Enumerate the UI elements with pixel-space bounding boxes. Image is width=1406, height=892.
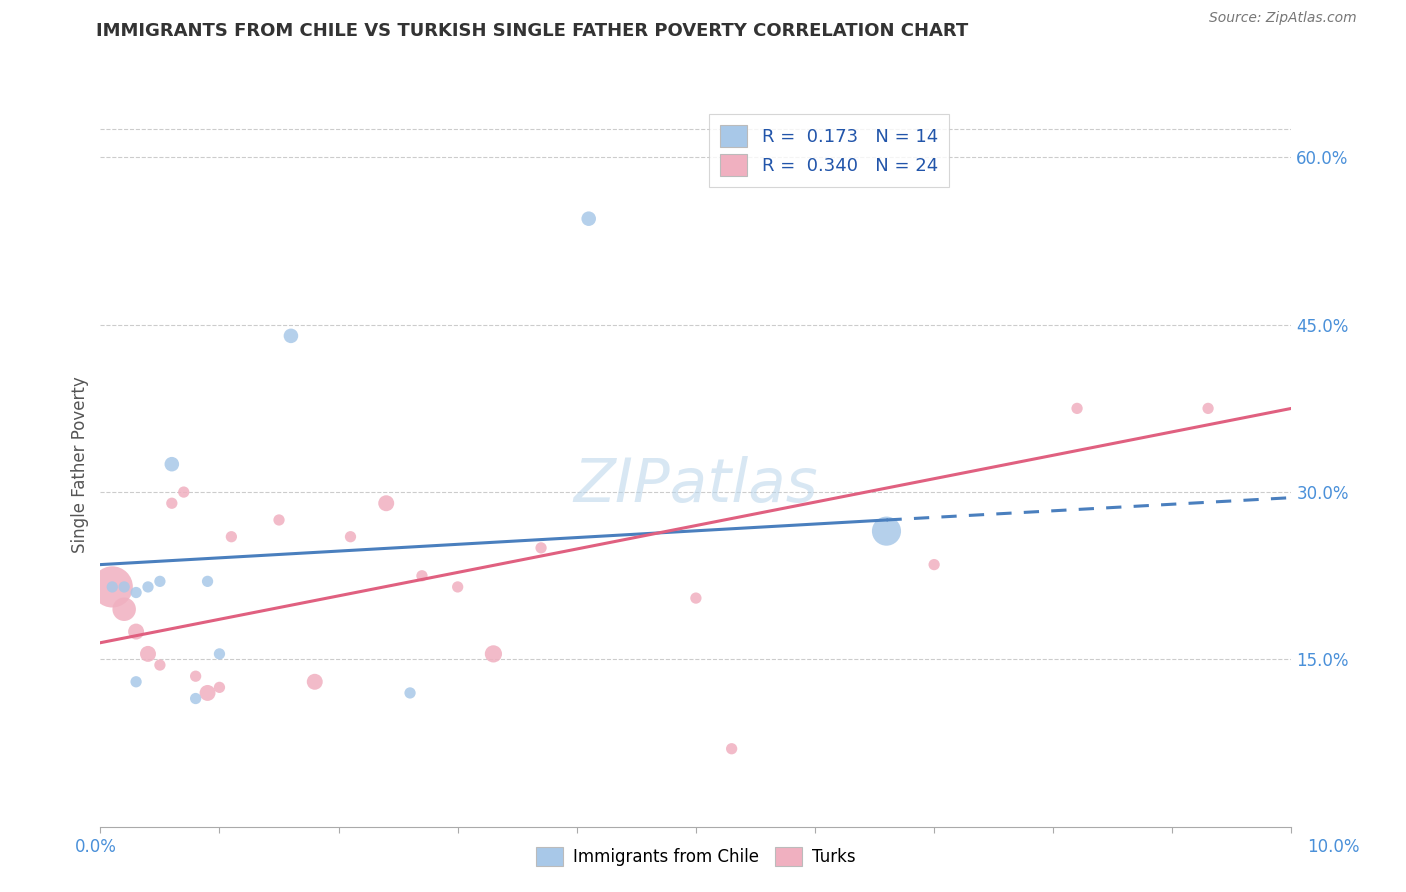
Point [447,580,470,594]
Point [112,602,135,616]
Point [112,580,135,594]
Point [149,574,172,589]
Text: 10.0%: 10.0% [1306,838,1360,855]
Point [101,580,124,594]
Point [482,647,505,661]
Point [160,496,183,510]
Point [267,513,290,527]
Point [221,530,243,544]
Point [1066,401,1088,416]
Point [304,674,326,689]
Point [875,524,897,538]
Point [208,647,231,661]
Point [720,741,742,756]
Text: Source: ZipAtlas.com: Source: ZipAtlas.com [1209,12,1357,25]
Point [173,485,195,500]
Point [160,457,183,471]
Point [375,496,398,510]
Point [530,541,553,555]
Point [411,568,433,582]
Point [125,624,148,639]
Point [184,669,207,683]
Point [280,329,302,343]
Text: 0.0%: 0.0% [75,838,117,855]
Point [136,647,159,661]
Point [125,585,148,599]
Point [922,558,945,572]
Text: ZIPatlas: ZIPatlas [574,457,818,516]
Point [1197,401,1219,416]
Point [149,658,172,673]
Point [399,686,422,700]
Point [125,674,148,689]
Point [208,681,231,695]
Point [685,591,707,606]
Point [339,530,361,544]
Point [101,580,124,594]
Point [197,574,219,589]
Y-axis label: Single Father Poverty: Single Father Poverty [72,376,89,552]
Point [197,686,219,700]
Legend: R =  0.173   N = 14, R =  0.340   N = 24: R = 0.173 N = 14, R = 0.340 N = 24 [710,114,949,187]
Point [184,691,207,706]
Point [136,580,159,594]
Text: IMMIGRANTS FROM CHILE VS TURKISH SINGLE FATHER POVERTY CORRELATION CHART: IMMIGRANTS FROM CHILE VS TURKISH SINGLE … [96,22,967,40]
Point [578,211,600,226]
